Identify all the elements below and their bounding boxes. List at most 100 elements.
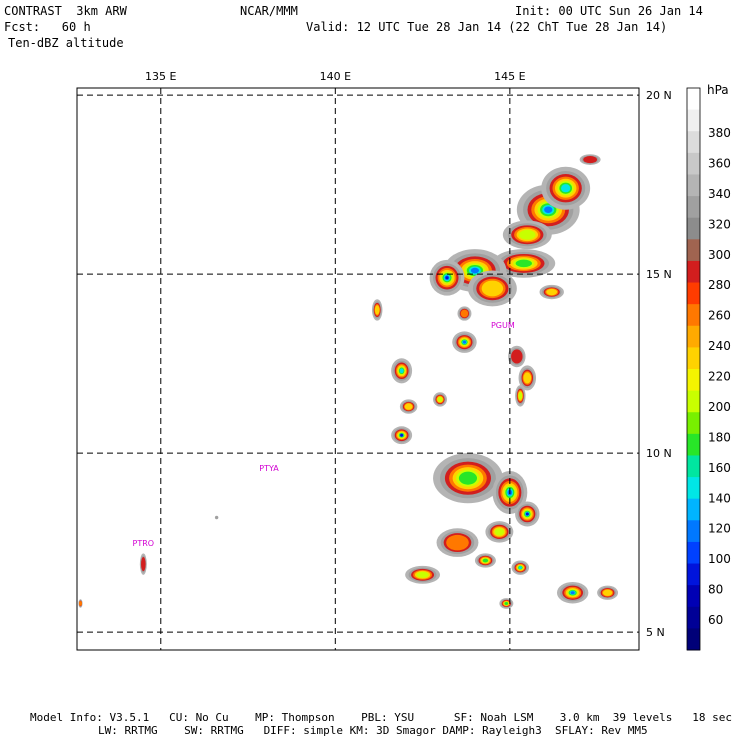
colorbar-label: 320 <box>708 217 731 231</box>
colorbar-swatch <box>687 131 700 154</box>
y-tick-label: 15 N <box>646 268 672 281</box>
colorbar-label: 280 <box>708 278 731 292</box>
colorbar-label: 240 <box>708 339 731 353</box>
echo-cell <box>457 306 472 321</box>
station-label: PGUM <box>491 321 515 330</box>
colorbar-label: 220 <box>708 370 731 384</box>
echo-contour <box>78 601 82 606</box>
echo-cell <box>485 521 514 543</box>
colorbar-swatch <box>687 304 700 327</box>
model-info-line2: LW: RRTMG SW: RRTMG DIFF: simple KM: 3D … <box>98 724 648 737</box>
echo-contour <box>570 591 575 595</box>
echo-cell <box>541 166 591 210</box>
colorbar-swatch <box>687 541 700 565</box>
echo-contour <box>470 267 480 274</box>
x-tick-label: 135 E <box>145 70 176 83</box>
y-tick-label: 5 N <box>646 626 665 639</box>
x-tick-label: 145 E <box>494 70 525 83</box>
echo-cell <box>391 358 413 384</box>
colorbar-swatch <box>687 239 700 262</box>
echo-contour <box>141 557 146 572</box>
echo-cell <box>139 553 147 575</box>
echo-contour <box>458 471 478 485</box>
y-tick-label: 20 N <box>646 89 672 102</box>
echo-contour <box>460 309 469 318</box>
colorbar-label: 260 <box>708 309 731 323</box>
echo-contour <box>515 259 532 268</box>
colorbar-swatch <box>687 260 700 284</box>
echo-cell <box>539 284 564 300</box>
echo-contour <box>374 305 380 315</box>
echo-cell <box>474 553 496 568</box>
echo-cell <box>579 154 601 165</box>
colorbar-swatch <box>687 455 700 478</box>
colorbar-label: 360 <box>708 156 731 170</box>
map-chart: PGUM PTYA PTRO 135 E 140 E 145 E 20 N 15 N 10 … <box>76 70 731 651</box>
colorbar-swatch <box>687 390 700 413</box>
echo-cell <box>511 560 530 575</box>
echo-cell <box>429 259 465 296</box>
colorbar-label: 100 <box>708 552 731 566</box>
valid-time: Valid: 12 UTC Tue 28 Jan 14 (22 ChT Tue … <box>306 20 668 34</box>
model-info-line1: Model Info: V3.5.1 CU: No Cu MP: Thompso… <box>30 711 732 724</box>
echo-contour <box>525 512 529 516</box>
colorbar-label: 160 <box>708 461 731 475</box>
echo-cell <box>433 392 448 407</box>
echo-cell <box>499 598 514 609</box>
echo-cell <box>515 501 540 527</box>
echo-cell <box>556 581 589 604</box>
echo-cell <box>452 331 477 353</box>
echo-contour <box>481 280 504 297</box>
colorbar-label: 140 <box>708 491 731 505</box>
radar-echo-layer <box>78 154 619 609</box>
colorbar-swatch <box>687 109 700 132</box>
echo-contour <box>518 229 536 240</box>
echo-contour <box>504 601 509 605</box>
colorbar-label: 340 <box>708 187 731 201</box>
echo-cell <box>467 270 517 307</box>
colorbar-label: 120 <box>708 522 731 536</box>
colorbar-swatch <box>687 585 700 608</box>
echo-cell <box>508 345 526 368</box>
echo-contour <box>523 372 532 384</box>
echo-cell <box>436 528 479 557</box>
colorbar-swatch <box>687 196 700 219</box>
colorbar-swatch <box>687 152 700 175</box>
colorbar-swatch <box>687 369 700 392</box>
echo-cell <box>78 599 83 608</box>
echo-contour <box>445 276 449 280</box>
colorbar-swatch <box>687 217 700 240</box>
agency-label: NCAR/MMM <box>240 4 298 18</box>
echo-contour <box>416 571 429 578</box>
init-time: Init: 00 UTC Sun 26 Jan 14 <box>515 4 703 18</box>
forecast-hour: Fcst: 60 h <box>4 20 91 34</box>
station-markers: PGUM PTYA PTRO <box>133 321 515 548</box>
echo-contour <box>494 528 505 536</box>
echo-contour <box>482 558 489 563</box>
echo-contour <box>400 433 404 437</box>
colorbar-label: 300 <box>708 248 731 262</box>
colorbar-swatch <box>687 606 700 629</box>
colorbar-swatch <box>687 174 700 197</box>
y-axis-ticks: 20 N 15 N 10 N 5 N <box>646 89 672 639</box>
echo-cell <box>518 365 537 391</box>
echo-cell <box>515 385 526 407</box>
echo-contour <box>518 566 522 570</box>
map-frame <box>76 87 640 651</box>
x-tick-label: 140 E <box>320 70 351 83</box>
echo-cell <box>492 249 556 278</box>
echo-contour <box>399 368 404 374</box>
colorbar-swatch <box>687 412 700 435</box>
station-label: PTYA <box>259 464 279 473</box>
colorbar-swatch <box>687 477 700 500</box>
echo-cell <box>597 585 619 600</box>
echo-cell <box>502 220 552 250</box>
model-title: CONTRAST 3km ARW <box>4 4 127 18</box>
echo-contour <box>518 392 523 400</box>
lat-lon-grid <box>77 88 639 650</box>
colorbar-label: 180 <box>708 430 731 444</box>
colorbar-swatch <box>687 628 700 651</box>
echo-contour <box>404 403 413 410</box>
echo-contour <box>511 349 523 364</box>
colorbar-swatch <box>687 347 700 370</box>
